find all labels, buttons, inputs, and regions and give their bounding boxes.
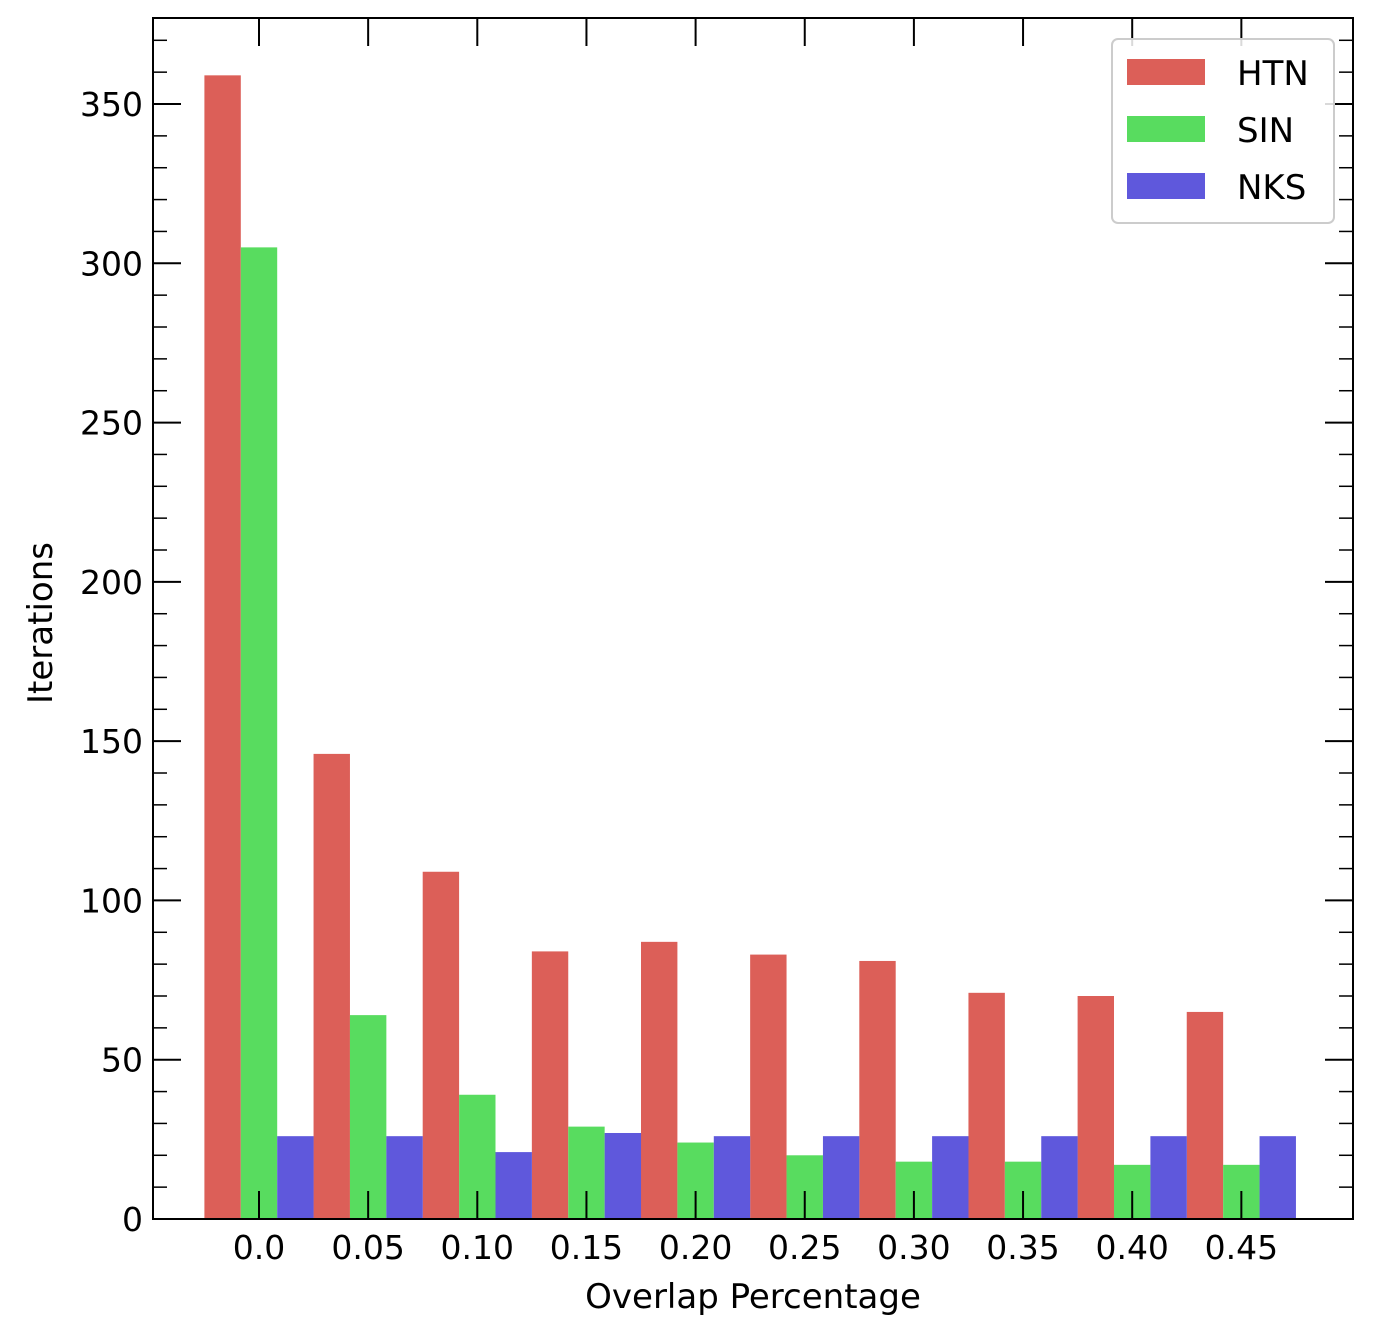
x-tick-label: 0.0 [233,1228,285,1267]
bar-htn-0.05 [313,753,350,1219]
y-tick-label: 150 [80,722,143,761]
bar-nks-0.45 [1259,1136,1296,1219]
x-tick-label: 0.45 [1205,1228,1278,1267]
bar-sin-0.0 [240,247,278,1219]
legend-swatch-htn [1127,59,1205,85]
legend: HTN SIN NKS [1111,38,1335,224]
y-tick-label: 200 [80,563,143,602]
legend-label-sin: SIN [1237,111,1294,151]
y-tick-label: 100 [80,881,143,920]
legend-swatch-sin [1127,116,1205,142]
y-tick-label: 50 [101,1041,143,1080]
bar-htn-0.15 [531,951,569,1219]
bar-htn-0.35 [968,992,1005,1219]
bar-nks-0.30 [932,1136,969,1219]
bar-htn-0.25 [750,954,787,1219]
bar-sin-0.05 [349,1015,387,1219]
bar-nks-0.35 [1041,1136,1078,1219]
y-axis-title: Iterations [21,542,61,704]
bar-htn-0.40 [1077,996,1114,1219]
y-tick-label: 250 [80,404,143,443]
x-tick-label: 0.30 [877,1228,950,1267]
bar-nks-0.10 [495,1152,532,1219]
bar-htn-0.30 [859,960,896,1219]
bar-htn-0.0 [204,75,241,1220]
y-tick-label: 350 [80,85,143,124]
bar-nks-0.15 [604,1132,642,1219]
x-tick-label: 0.15 [550,1228,623,1267]
x-tick-label: 0.35 [986,1228,1059,1267]
y-tick-label: 0 [122,1200,143,1239]
legend-label-nks: NKS [1237,168,1306,208]
plot-frame [152,17,1354,1220]
x-tick-label: 0.05 [331,1228,404,1267]
y-tick-labels: 0 50 100 150 200 250 300 350 [80,85,143,1239]
bar-nks-0.40 [1150,1136,1187,1219]
legend-swatch-nks [1127,173,1205,199]
x-tick-labels: 0.0 0.05 0.10 0.15 0.20 0.25 0.30 0.35 0.40 0.45 [233,1228,1278,1267]
x-axis-title: Overlap Percentage [585,1277,921,1317]
x-tick-label: 0.40 [1095,1228,1168,1267]
x-tick-label: 0.10 [441,1228,514,1267]
y-tick-label: 300 [80,244,143,283]
bar-htn-0.20 [641,941,678,1219]
x-tick-label: 0.25 [768,1228,841,1267]
bar-htn-0.45 [1186,1011,1224,1219]
bar-nks-0.25 [822,1136,860,1219]
bar-nks-0.20 [713,1136,751,1219]
x-tick-label: 0.20 [659,1228,732,1267]
bar-htn-0.10 [422,871,460,1219]
bar-nks-0.05 [386,1136,423,1219]
bars-group [204,75,1296,1220]
bar-nks-0.0 [277,1136,314,1219]
legend-label-htn: HTN [1237,54,1309,94]
